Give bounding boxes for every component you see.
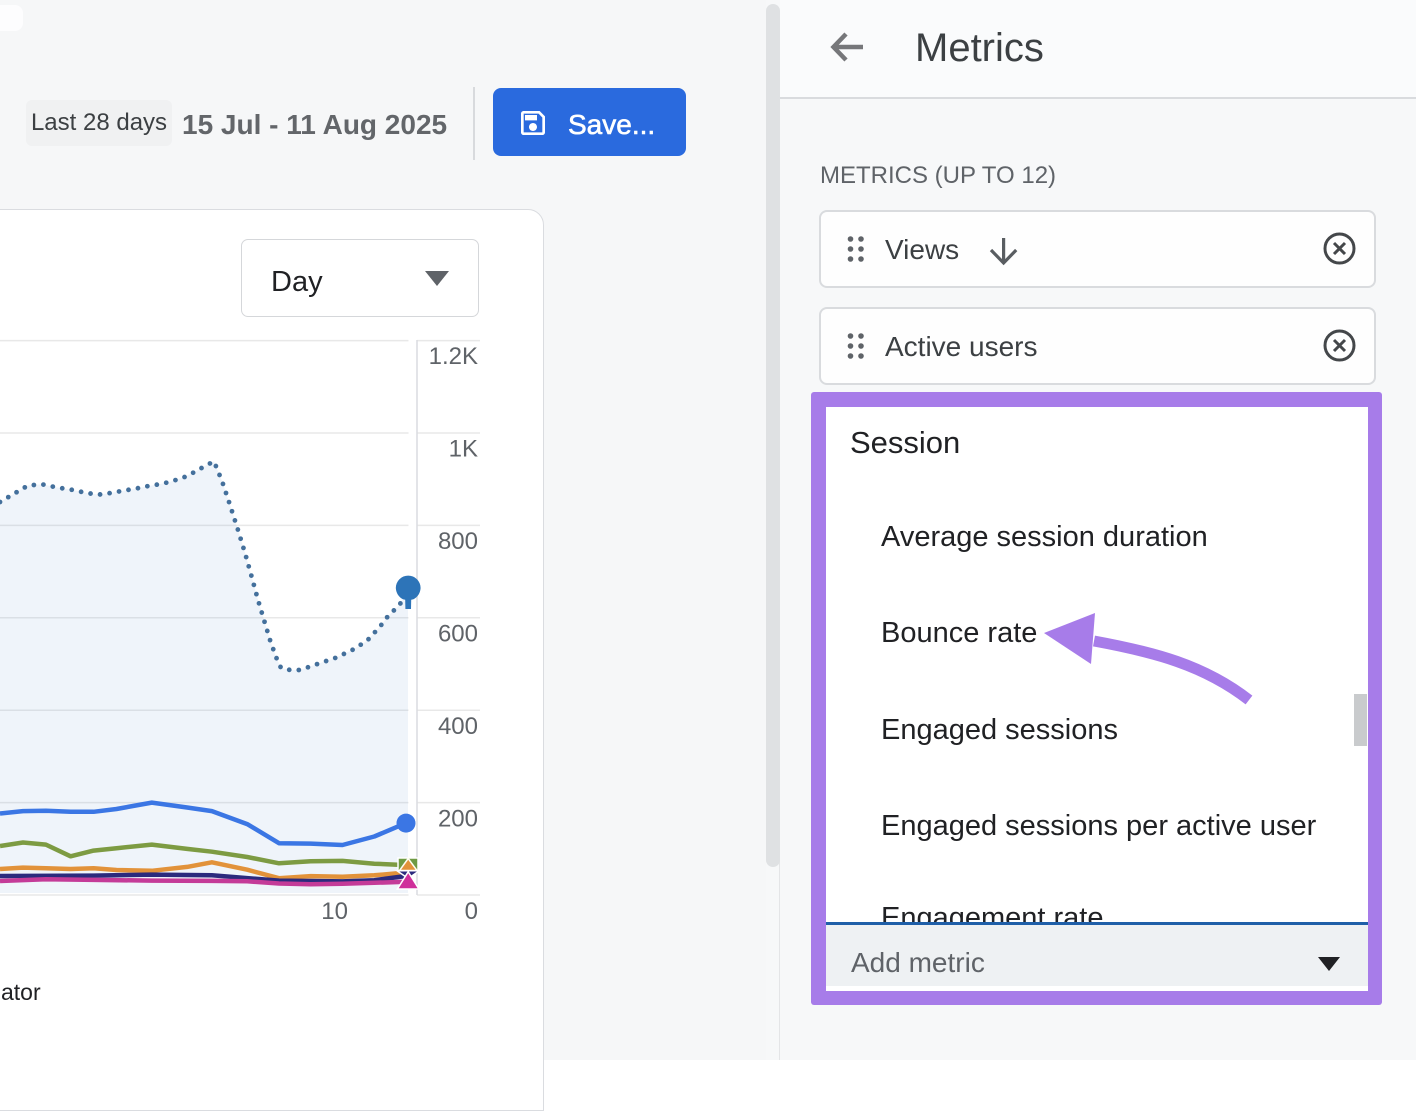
svg-text:1K: 1K	[449, 436, 478, 463]
svg-text:0: 0	[465, 898, 478, 925]
svg-text:600: 600	[438, 621, 478, 648]
svg-text:1.2K: 1.2K	[429, 343, 478, 370]
svg-text:200: 200	[438, 806, 478, 833]
svg-text:10: 10	[321, 898, 348, 925]
svg-text:400: 400	[438, 713, 478, 740]
svg-text:800: 800	[438, 528, 478, 555]
